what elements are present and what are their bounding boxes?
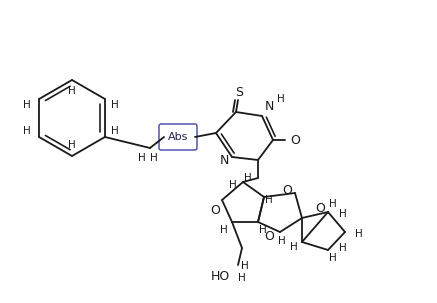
Text: H: H [68, 86, 76, 96]
Text: N: N [219, 154, 229, 167]
Text: O: O [290, 134, 300, 146]
Text: H: H [111, 100, 119, 110]
Text: O: O [315, 202, 325, 215]
Text: H: H [238, 273, 246, 283]
FancyBboxPatch shape [159, 124, 197, 150]
Text: O: O [264, 231, 274, 244]
Text: H: H [259, 225, 267, 235]
Text: H: H [150, 153, 158, 163]
Text: O: O [210, 205, 220, 218]
Text: H: H [329, 253, 337, 263]
Text: HO: HO [210, 269, 229, 282]
Text: H: H [23, 100, 31, 110]
Text: H: H [355, 229, 363, 239]
Text: H: H [339, 243, 347, 253]
Text: N: N [264, 101, 274, 114]
Text: H: H [278, 236, 286, 246]
Text: H: H [265, 195, 273, 205]
Text: H: H [111, 126, 119, 136]
Text: S: S [235, 85, 243, 98]
Text: O: O [283, 184, 292, 197]
Text: H: H [229, 180, 237, 190]
Text: Abs: Abs [168, 132, 188, 142]
Text: H: H [244, 173, 252, 183]
Text: H: H [339, 209, 347, 219]
Text: H: H [23, 126, 31, 136]
Text: H: H [277, 94, 285, 104]
Text: H: H [138, 153, 146, 163]
Text: H: H [68, 140, 76, 150]
Text: H: H [290, 242, 298, 252]
Text: H: H [220, 225, 228, 235]
Text: H: H [329, 199, 337, 209]
Text: H: H [241, 261, 249, 271]
